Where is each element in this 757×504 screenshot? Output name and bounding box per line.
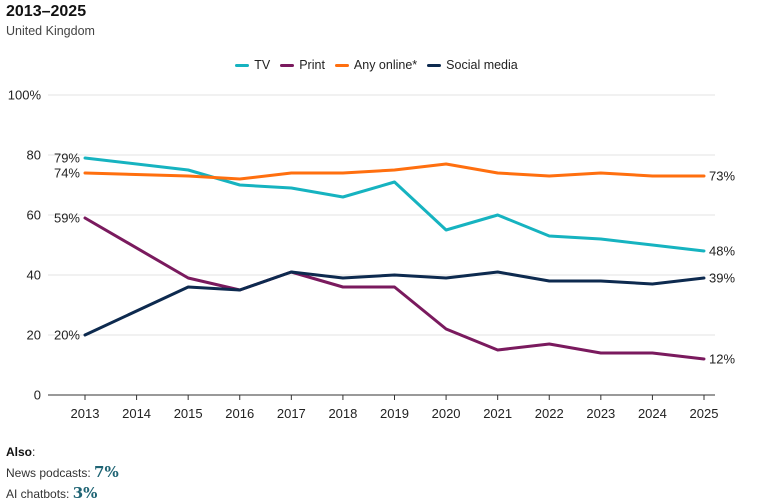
chart-title: 2013–2025 — [6, 3, 87, 20]
legend: TV Print Any online* Social media — [0, 58, 757, 72]
x-tick-label: 2022 — [535, 406, 564, 421]
x-tick-label: 2017 — [277, 406, 306, 421]
legend-label: Print — [299, 58, 325, 72]
x-tick-label: 2020 — [432, 406, 461, 421]
also-value: 7% — [94, 463, 119, 481]
legend-label: TV — [254, 58, 271, 72]
x-tick-label: 2019 — [380, 406, 409, 421]
also-colon: : — [32, 445, 36, 459]
end-label-social-media: 39% — [709, 271, 735, 286]
x-tick-label: 2015 — [174, 406, 203, 421]
series-line-social-media — [83, 270, 706, 337]
y-tick-label: 20 — [27, 328, 41, 343]
start-label-social-media: 20% — [54, 328, 80, 343]
x-tick-label: 2013 — [71, 406, 100, 421]
end-label-any-online: 73% — [709, 169, 735, 184]
series-lines — [83, 156, 706, 361]
x-tick-label: 2014 — [122, 406, 151, 421]
x-tick-label: 2023 — [586, 406, 615, 421]
data-labels: 79% 48% 59% 12% 74% 73% 20% 39% — [54, 151, 735, 367]
y-tick-label: 80 — [27, 148, 41, 163]
series-line-tv — [83, 156, 706, 253]
line-chart: 0 20 40 60 80 100% 2013 2014 2015 2016 2017 2018 201… — [8, 88, 736, 422]
also-section: Also: News podcasts: 7% AI chatbots: 3% — [6, 442, 119, 504]
y-tick-label: 60 — [27, 208, 41, 223]
axes: 0 20 40 60 80 100% 2013 2014 2015 2016 2017 2018 201… — [8, 88, 719, 422]
start-label-tv: 79% — [54, 151, 80, 166]
legend-item-any-online: Any online* — [334, 58, 418, 72]
x-tick-label: 2021 — [483, 406, 512, 421]
y-tick-label: 0 — [34, 388, 41, 403]
chart-subtitle: United Kingdom — [6, 24, 95, 38]
legend-item-social-media: Social media — [427, 58, 518, 72]
also-item-chatbots: AI chatbots: 3% — [6, 483, 119, 504]
also-label: News podcasts: — [6, 466, 95, 480]
x-tick-label: 2025 — [690, 406, 719, 421]
legend-swatch — [235, 63, 250, 67]
start-label-print: 59% — [54, 211, 80, 226]
legend-swatch — [334, 63, 349, 67]
also-label: AI chatbots: — [6, 487, 73, 501]
gridlines — [48, 94, 715, 336]
x-tick-label: 2018 — [328, 406, 357, 421]
y-tick-label: 40 — [27, 268, 41, 283]
also-item-podcasts: News podcasts: 7% — [6, 462, 119, 483]
start-label-any-online: 74% — [54, 166, 80, 181]
series-line-any-online — [83, 162, 706, 181]
end-label-tv: 48% — [709, 244, 735, 259]
legend-swatch — [280, 63, 295, 67]
x-tick-label: 2024 — [638, 406, 667, 421]
x-tick-label: 2016 — [225, 406, 254, 421]
legend-swatch — [427, 63, 442, 67]
legend-item-tv: TV — [235, 58, 270, 72]
also-heading: Also — [6, 445, 33, 459]
legend-label: Social media — [446, 58, 518, 72]
legend-label: Any online* — [353, 58, 418, 72]
end-label-print: 12% — [709, 352, 735, 367]
y-tick-label: 100% — [8, 88, 42, 103]
also-value: 3% — [72, 484, 98, 502]
legend-item-print: Print — [280, 58, 325, 72]
